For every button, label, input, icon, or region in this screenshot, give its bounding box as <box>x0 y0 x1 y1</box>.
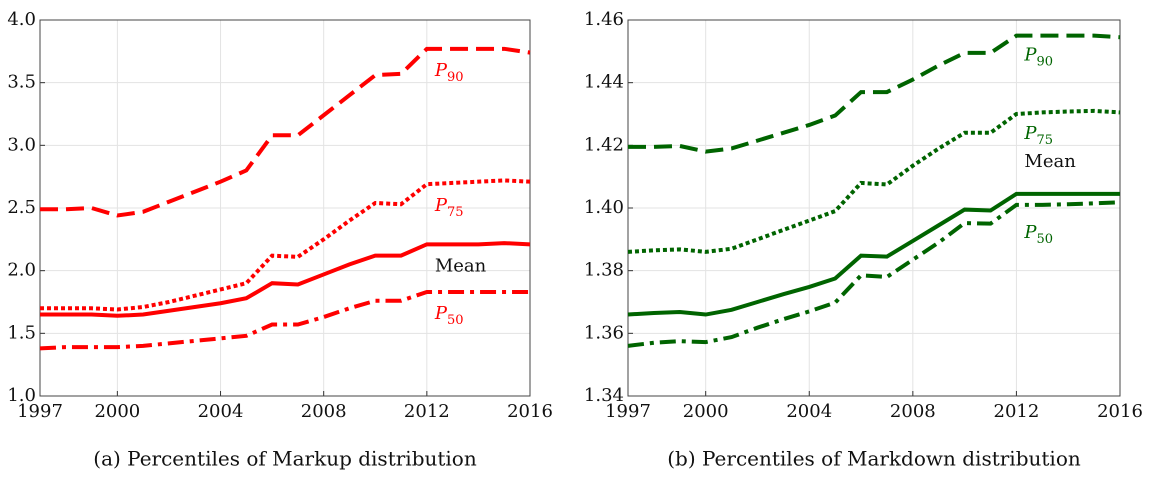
series-line <box>627 200 1121 348</box>
y-tick-label: 1.5 <box>7 322 36 343</box>
plot-frame <box>627 19 1121 397</box>
series-label: P75 <box>1023 123 1053 148</box>
x-tick-label: 2016 <box>1097 401 1143 422</box>
series-label: P75 <box>434 195 464 220</box>
y-tick-label: 1.38 <box>584 260 624 281</box>
series-label: Mean <box>1024 151 1076 172</box>
label-sub: 75 <box>447 205 464 220</box>
x-tick-label: 2000 <box>683 401 729 422</box>
y-tick-label: 1.46 <box>584 9 624 30</box>
label-main: P <box>434 195 448 216</box>
series-label: P90 <box>1023 45 1053 70</box>
x-tick-label: 2008 <box>890 401 936 422</box>
series-label: P50 <box>1023 222 1053 247</box>
label-sub: 90 <box>447 69 464 84</box>
x-tick-label: 2008 <box>301 401 347 422</box>
y-tick-label: 2.0 <box>7 260 36 281</box>
series-line <box>40 241 531 318</box>
y-tick-label: 1.36 <box>584 322 624 343</box>
label-main: P <box>1023 123 1037 144</box>
y-tick-label: 1.42 <box>584 134 624 155</box>
x-tick-label: 2000 <box>94 401 140 422</box>
x-tick-label: 2012 <box>404 401 450 422</box>
x-tick-label: 2012 <box>994 401 1040 422</box>
x-tick-label: 1997 <box>17 401 63 422</box>
series-line <box>40 178 531 312</box>
label-main: P <box>434 303 448 324</box>
x-tick-label: 1997 <box>605 401 651 422</box>
label-sub: 90 <box>1037 54 1054 69</box>
y-tick-label: 1.44 <box>584 72 624 93</box>
x-tick-label: 2004 <box>198 401 244 422</box>
series-line <box>627 108 1121 254</box>
caption: (a) Percentiles of Markup distribution <box>93 447 477 471</box>
y-tick-label: 2.5 <box>7 197 36 218</box>
series-line <box>627 191 1120 317</box>
y-tick-label: 1.40 <box>584 197 624 218</box>
series-line <box>39 289 530 351</box>
y-tick-label: 4.0 <box>7 9 36 30</box>
y-tick-label: 1.0 <box>7 385 36 406</box>
label-main: P <box>1023 222 1037 243</box>
series-label: Mean <box>435 255 487 276</box>
y-tick-label: 1.34 <box>584 385 624 406</box>
label-sub: 50 <box>1037 231 1054 246</box>
series-line <box>40 46 531 218</box>
label-main: P <box>1023 45 1037 66</box>
y-tick-label: 3.0 <box>7 134 36 155</box>
caption: (b) Percentiles of Markdown distribution <box>667 447 1081 471</box>
label-sub: 50 <box>447 312 464 327</box>
x-tick-label: 2004 <box>786 401 832 422</box>
label-sub: 75 <box>1037 133 1054 148</box>
y-tick-label: 3.5 <box>7 72 36 93</box>
series-label: P50 <box>434 303 464 328</box>
series-label: P90 <box>434 60 464 85</box>
label-main: P <box>434 60 448 81</box>
series-line <box>628 33 1121 154</box>
x-tick-label: 2016 <box>507 401 553 422</box>
